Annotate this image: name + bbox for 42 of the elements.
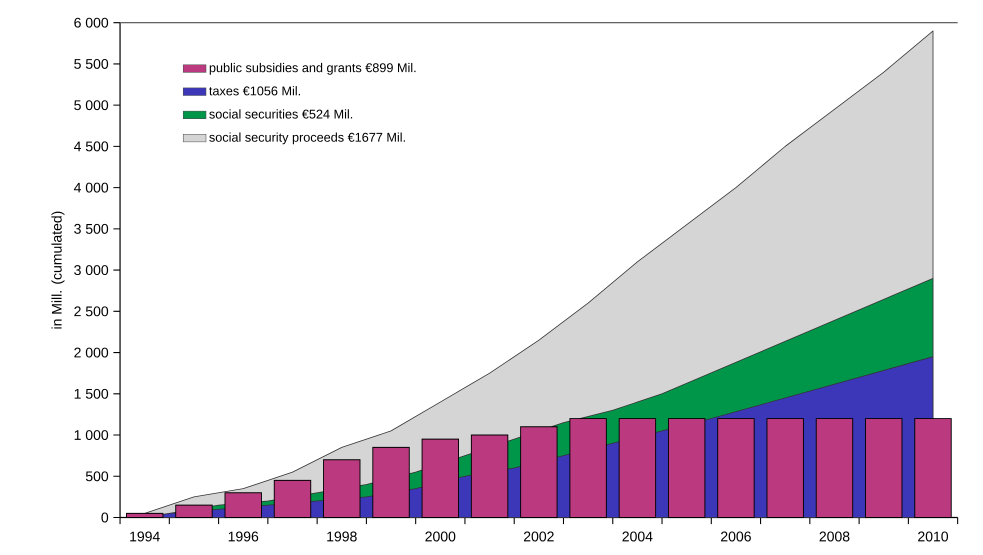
x-tick-label: 2004 (622, 532, 653, 542)
legend-label: public subsidies and grants €899 Mil. (210, 62, 416, 75)
y-tick-label: 0 (101, 512, 108, 523)
y-tick-label: 4 000 (74, 182, 108, 193)
x-tick-label: 1994 (130, 532, 160, 542)
x-tick-label: 2010 (918, 532, 948, 542)
y-tick-label: 4 500 (74, 142, 108, 152)
bar (766, 418, 804, 518)
x-tick-label: 2002 (524, 532, 554, 542)
y-tick-label: 5 000 (74, 100, 108, 110)
bar (865, 418, 902, 518)
legend-label: taxes €1056 Mil. (209, 86, 300, 96)
bar (618, 418, 656, 518)
bar (470, 434, 508, 518)
y-tick-label: 3 500 (74, 224, 108, 234)
x-tick-label: 2008 (820, 532, 850, 542)
y-tick-label: 6 000 (74, 18, 108, 28)
bar (274, 480, 312, 518)
y-tick-label: 2 500 (74, 306, 108, 316)
x-tick-label: 2000 (425, 532, 456, 542)
y-tick-label: 1 500 (74, 388, 108, 399)
bar (422, 438, 460, 518)
y-tick-label: 5 500 (74, 59, 108, 69)
bar (224, 492, 262, 518)
bar (323, 459, 360, 518)
legend-label: social securities €524 Mil. (209, 109, 352, 119)
bar (569, 418, 607, 518)
y-tick-label: 1 000 (74, 430, 108, 440)
bar (816, 418, 854, 518)
bar (175, 504, 213, 518)
y-tick-label: 500 (86, 471, 108, 482)
bar (520, 426, 558, 518)
y-tick-label: 2 000 (74, 348, 108, 358)
x-tick-label: 1998 (327, 532, 357, 542)
bar (372, 447, 410, 518)
bar (668, 418, 706, 518)
y-tick-label: 3 000 (74, 265, 108, 276)
y-axis-title: in Mill. (cumulated) (51, 212, 64, 329)
bar (717, 418, 755, 518)
legend-label: social security proceeds €1677 Mil. (209, 132, 405, 144)
x-tick-label: 1996 (228, 532, 258, 542)
x-tick-label: 2006 (721, 532, 751, 542)
